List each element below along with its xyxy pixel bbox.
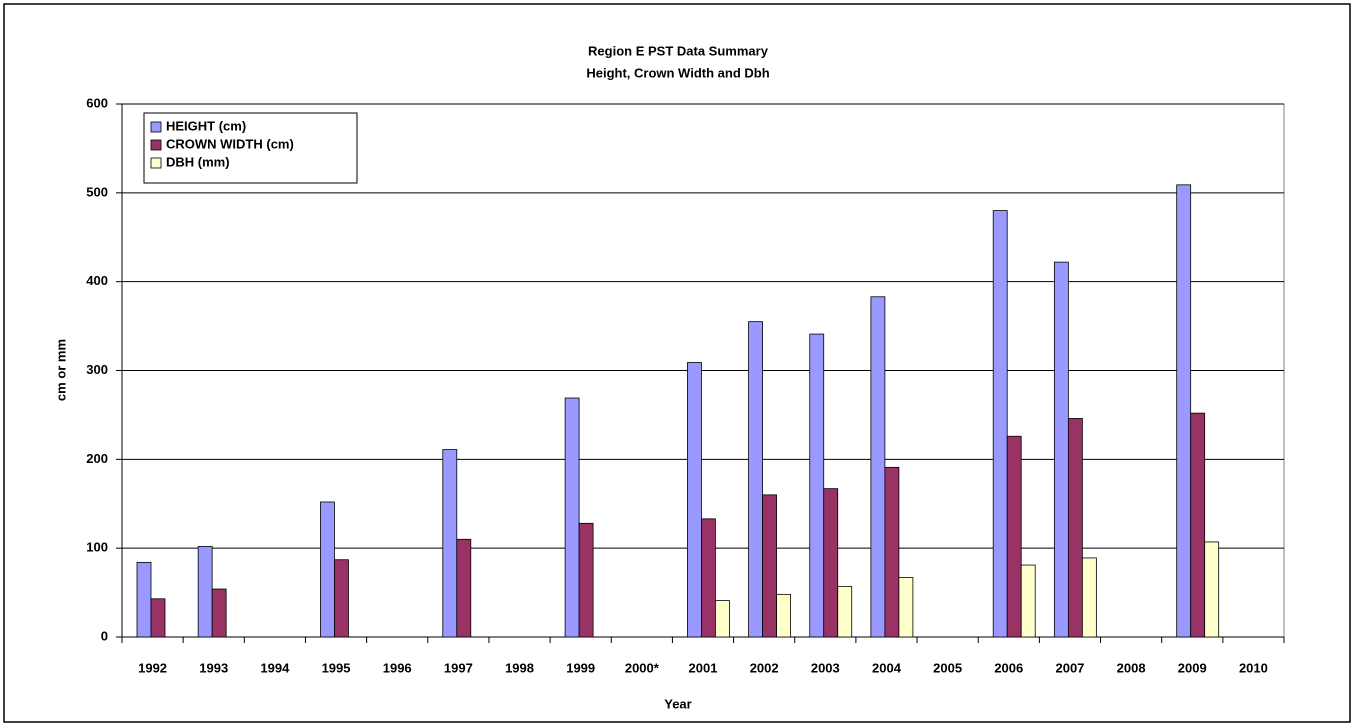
bar (715, 600, 730, 638)
y-tick-label: 100 (86, 540, 108, 555)
bar (334, 559, 349, 638)
bar (1204, 541, 1220, 638)
x-tick-label: 2008 (1117, 660, 1146, 675)
x-tick-label: 1992 (138, 660, 167, 675)
legend-label: CROWN WIDTH (cm) (166, 136, 294, 151)
x-tick-label: 2002 (750, 660, 779, 675)
legend-box (143, 112, 358, 184)
bar (992, 210, 1008, 638)
x-tick-label: 1998 (505, 660, 534, 675)
bar (197, 545, 213, 638)
bar (442, 449, 458, 638)
chart-subtitle: Height, Crown Width and Dbh (586, 65, 769, 80)
y-tick-label: 200 (86, 451, 108, 466)
x-tick-label: 2006 (994, 660, 1023, 675)
legend-label: DBH (mm) (166, 154, 230, 169)
x-tick-label: 1997 (444, 660, 473, 675)
y-axis-label: cm or mm (53, 339, 68, 401)
bar (837, 585, 853, 638)
bar (1081, 557, 1097, 638)
y-tick-label: 500 (86, 184, 108, 199)
bar (1176, 184, 1192, 638)
x-tick-label: 1994 (260, 660, 290, 675)
bar (823, 488, 839, 638)
y-tick-label: 600 (86, 95, 108, 110)
bar (776, 593, 791, 638)
x-tick-label: 2010 (1239, 660, 1268, 675)
legend-swatch (150, 139, 162, 151)
y-tick-label: 0 (101, 628, 108, 643)
x-axis-label: Year (664, 696, 691, 711)
bar (870, 296, 886, 638)
y-tick-label: 300 (86, 362, 108, 377)
legend-label: HEIGHT (cm) (166, 118, 246, 133)
x-tick-label: 2001 (689, 660, 718, 675)
x-tick-label: 2009 (1178, 660, 1207, 675)
bar (687, 362, 702, 638)
x-tick-label: 2003 (811, 660, 840, 675)
x-tick-label: 1995 (322, 660, 351, 675)
x-tick-label: 1996 (383, 660, 412, 675)
x-tick-label: 2004 (872, 660, 902, 675)
bar (320, 501, 335, 638)
bar (1067, 418, 1083, 638)
bar (564, 397, 580, 638)
bar (1190, 412, 1206, 638)
x-tick-label: 2000* (625, 660, 660, 675)
bar (762, 494, 777, 638)
bar (748, 321, 763, 638)
bar (1053, 261, 1069, 638)
bar (701, 518, 716, 638)
legend-swatch (150, 121, 162, 133)
x-tick-label: 1999 (566, 660, 595, 675)
bar (578, 522, 594, 638)
legend-swatch (150, 157, 162, 169)
bar (1006, 435, 1022, 638)
bar (1020, 564, 1036, 638)
chart-title: Region E PST Data Summary (588, 43, 769, 58)
bar (898, 577, 914, 638)
x-tick-label: 1993 (199, 660, 228, 675)
x-tick-label: 2005 (933, 660, 962, 675)
bar (809, 333, 825, 638)
x-tick-label: 2007 (1055, 660, 1084, 675)
y-tick-label: 400 (86, 273, 108, 288)
bar (136, 561, 152, 638)
bar (456, 538, 472, 638)
bar (150, 598, 166, 638)
bar (211, 588, 227, 638)
bar (884, 466, 900, 638)
